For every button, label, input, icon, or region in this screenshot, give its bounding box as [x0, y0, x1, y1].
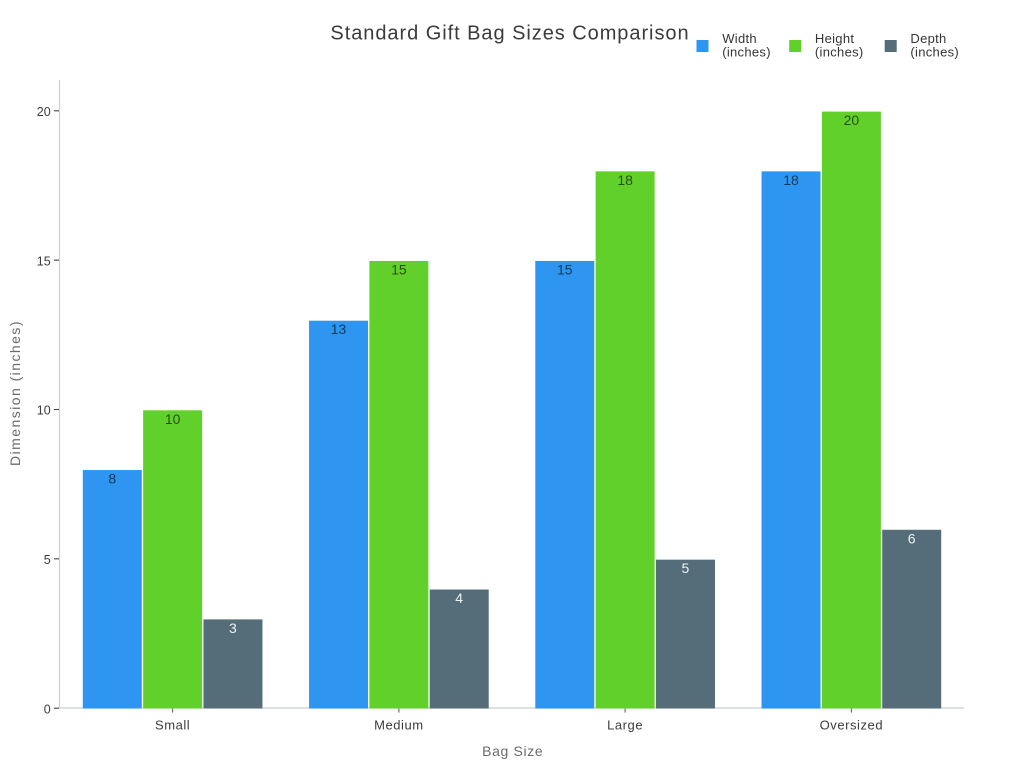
svg-text:Medium: Medium: [374, 717, 424, 732]
svg-text:Standard Gift Bag Sizes Compar: Standard Gift Bag Sizes Comparison: [330, 22, 689, 44]
svg-text:Depth: Depth: [910, 31, 946, 46]
svg-text:20: 20: [37, 105, 51, 119]
svg-text:10: 10: [37, 404, 51, 418]
svg-text:(inches): (inches): [722, 44, 771, 59]
svg-text:18: 18: [617, 172, 633, 188]
svg-text:Small: Small: [155, 717, 190, 732]
svg-text:(inches): (inches): [910, 44, 959, 59]
svg-text:18: 18: [783, 172, 799, 188]
svg-text:Bag Size: Bag Size: [482, 743, 543, 759]
svg-text:5: 5: [682, 560, 690, 576]
svg-text:13: 13: [331, 321, 347, 337]
svg-text:10: 10: [165, 411, 181, 427]
svg-text:Height: Height: [815, 31, 854, 46]
svg-text:(inches): (inches): [815, 44, 864, 59]
svg-text:15: 15: [391, 261, 407, 277]
svg-text:Large: Large: [607, 717, 643, 732]
svg-text:5: 5: [44, 553, 51, 567]
svg-text:20: 20: [844, 112, 860, 128]
svg-text:Dimension (inches): Dimension (inches): [7, 320, 23, 466]
svg-text:8: 8: [108, 471, 116, 487]
svg-text:15: 15: [557, 261, 573, 277]
svg-text:0: 0: [44, 702, 51, 716]
svg-text:Width: Width: [722, 31, 757, 46]
svg-text:6: 6: [908, 530, 916, 546]
svg-text:Oversized: Oversized: [820, 717, 883, 732]
svg-text:3: 3: [229, 620, 237, 636]
svg-text:4: 4: [455, 590, 463, 606]
svg-text:15: 15: [37, 254, 51, 268]
